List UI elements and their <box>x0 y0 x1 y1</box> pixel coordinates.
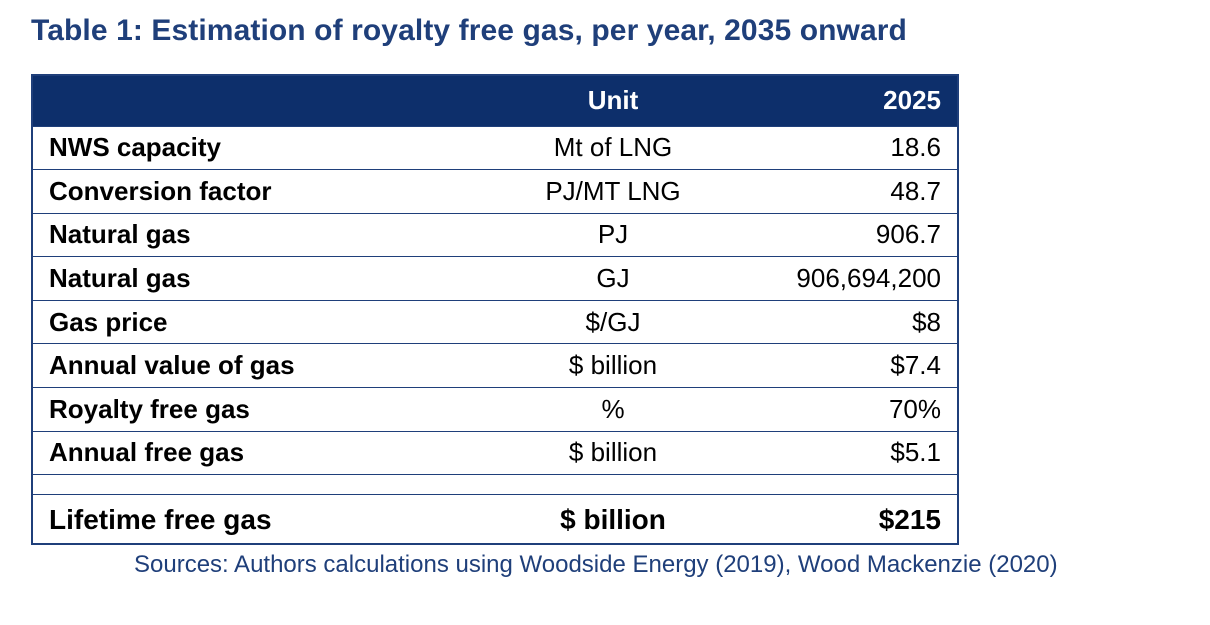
total-row: Lifetime free gas $ billion $215 <box>33 494 957 545</box>
row-value: $8 <box>733 299 957 344</box>
total-value: $215 <box>733 494 957 545</box>
row-unit: $ billion <box>493 430 733 475</box>
table-row: Annual value of gas $ billion $7.4 <box>33 343 957 388</box>
row-label: Natural gas <box>33 212 493 257</box>
row-label: Annual free gas <box>33 430 493 475</box>
table-row: Conversion factor PJ/MT LNG 48.7 <box>33 169 957 214</box>
row-label: Natural gas <box>33 256 493 301</box>
row-value: 70% <box>733 387 957 432</box>
row-value: 48.7 <box>733 169 957 214</box>
royalty-table: Unit 2025 NWS capacity Mt of LNG 18.6 Co… <box>33 76 957 545</box>
row-label: Gas price <box>33 299 493 344</box>
row-unit: PJ <box>493 212 733 257</box>
row-unit: $ billion <box>493 343 733 388</box>
row-label: Royalty free gas <box>33 387 493 432</box>
sources-note: Sources: Authors calculations using Wood… <box>134 551 1058 578</box>
row-unit: PJ/MT LNG <box>493 169 733 214</box>
table-row: Gas price $/GJ $8 <box>33 299 957 344</box>
spacer-cell <box>33 474 957 495</box>
row-value: $5.1 <box>733 430 957 475</box>
row-unit: GJ <box>493 256 733 301</box>
royalty-table-container: Unit 2025 NWS capacity Mt of LNG 18.6 Co… <box>31 74 959 545</box>
header-year: 2025 <box>883 85 941 116</box>
total-label: Lifetime free gas <box>33 494 493 545</box>
row-label: NWS capacity <box>33 125 493 170</box>
header-unit: Unit <box>587 85 639 116</box>
row-value: 906.7 <box>733 212 957 257</box>
row-unit: Mt of LNG <box>493 125 733 170</box>
row-value: 18.6 <box>733 125 957 170</box>
table-header-row: Unit 2025 <box>33 76 957 126</box>
row-label: Annual value of gas <box>33 343 493 388</box>
table-title: Table 1: Estimation of royalty free gas,… <box>31 14 907 47</box>
header-label <box>33 76 493 126</box>
table-row: Annual free gas $ billion $5.1 <box>33 430 957 475</box>
spacer-row <box>33 474 957 495</box>
total-unit: $ billion <box>493 494 733 545</box>
table-row: Natural gas PJ 906.7 <box>33 212 957 257</box>
row-value: 906,694,200 <box>733 256 957 301</box>
table-row: Natural gas GJ 906,694,200 <box>33 256 957 301</box>
row-label: Conversion factor <box>33 169 493 214</box>
table-row: Royalty free gas % 70% <box>33 387 957 432</box>
table-row: NWS capacity Mt of LNG 18.6 <box>33 125 957 170</box>
row-value: $7.4 <box>733 343 957 388</box>
row-unit: $/GJ <box>493 299 733 344</box>
row-unit: % <box>493 387 733 432</box>
